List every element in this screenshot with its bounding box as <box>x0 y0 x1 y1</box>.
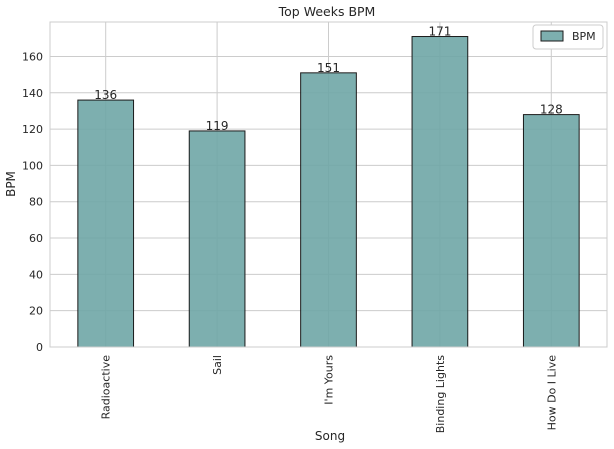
y-axis-label: BPM <box>4 171 18 197</box>
x-tick-label: I'm Yours <box>323 355 336 405</box>
x-tick-label: Sail <box>211 355 224 375</box>
data-labels: 136 119 151 171 128 <box>94 25 563 133</box>
bar <box>77 99 135 348</box>
data-label: 151 <box>317 61 340 75</box>
y-tick-label: 40 <box>29 268 43 281</box>
y-tick-label: 60 <box>29 232 43 245</box>
legend: BPM <box>532 24 604 50</box>
y-tick-label: 100 <box>22 159 43 172</box>
legend-label: BPM <box>572 30 596 43</box>
plot-frame <box>49 21 608 348</box>
bar <box>300 72 357 348</box>
data-label: 171 <box>428 25 451 39</box>
y-tick-label: 120 <box>22 123 43 136</box>
bar <box>522 114 580 348</box>
chart-title: Top Weeks BPM <box>278 4 376 19</box>
y-tick-labels: 0 20 40 60 80 100 120 140 160 <box>22 50 43 354</box>
y-tick-label: 0 <box>36 341 43 354</box>
bar <box>188 130 246 348</box>
x-tick-label: Radioactive <box>100 355 113 420</box>
y-tick-label: 140 <box>22 87 43 100</box>
x-tick-label: Binding Lights <box>434 355 447 434</box>
legend-swatch <box>540 30 564 42</box>
x-tick-labels: Radioactive Sail I'm Yours Binding Lights Ho… <box>100 355 559 434</box>
y-tick-label: 160 <box>22 50 43 63</box>
bars <box>77 36 580 348</box>
y-tick-label: 20 <box>29 305 43 318</box>
data-label: 119 <box>206 119 229 133</box>
data-label: 128 <box>540 103 563 117</box>
x-axis-label: Song <box>315 429 345 443</box>
bar <box>411 36 469 348</box>
y-tick-label: 80 <box>29 196 43 209</box>
x-tick-label: How Do I Live <box>545 355 558 431</box>
data-label: 136 <box>94 88 117 102</box>
